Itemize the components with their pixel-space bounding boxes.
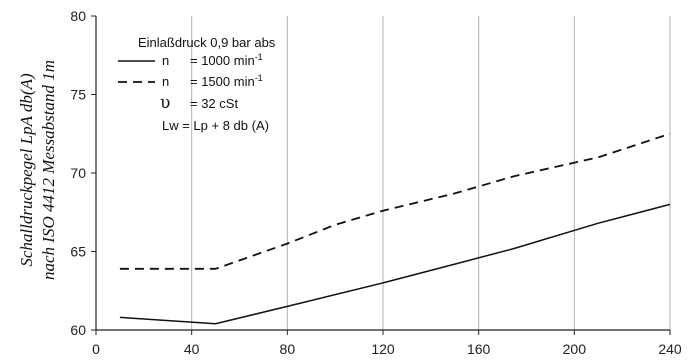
x-tick-label-200: 200: [563, 341, 587, 357]
x-tick-label-40: 40: [184, 341, 200, 357]
y-tick-label-65: 65: [70, 244, 86, 260]
legend-symbol-2: n: [162, 74, 169, 89]
x-tick-label-240: 240: [658, 341, 682, 357]
legend: Einlaßdruck 0,9 bar abs n = 1000 min-1 n…: [118, 35, 276, 133]
legend-text-3: = 32 cSt: [190, 96, 238, 111]
legend-text-2: = 1500 min-1: [190, 73, 263, 89]
x-tick-labels: 0 40 80 120 160 200 240: [92, 341, 682, 357]
legend-title: Einlaßdruck 0,9 bar abs: [138, 35, 276, 50]
axes: [91, 15, 671, 335]
series-line-1-solid: [119, 203, 671, 325]
y-axis-label-line-1: Schalldruckpegel LpA db(A): [17, 73, 36, 267]
y-tick-label-75: 75: [70, 87, 86, 103]
legend-symbol-3: υ: [160, 93, 170, 113]
legend-text-1: = 1000 min-1: [190, 52, 263, 68]
x-tick-label-120: 120: [371, 341, 395, 357]
x-tick-label-160: 160: [467, 341, 491, 357]
y-tick-label-80: 80: [70, 8, 86, 24]
y-axis-label-line-2: nach ISO 4412 Messabstand 1m: [39, 60, 58, 280]
y-tick-labels: 60 65 70 75 80: [70, 8, 86, 338]
y-tick-label-70: 70: [70, 165, 86, 181]
y-tick-label-60: 60: [70, 322, 86, 338]
legend-symbol-1: n: [162, 53, 169, 68]
x-tick-label-0: 0: [92, 341, 100, 357]
x-tick-label-80: 80: [280, 341, 296, 357]
series-line-2-dashed: [119, 132, 671, 270]
series-lines: [119, 132, 671, 325]
legend-text-4: Lw = Lp + 8 db (A): [162, 118, 269, 133]
grid-lines: [191, 16, 671, 330]
